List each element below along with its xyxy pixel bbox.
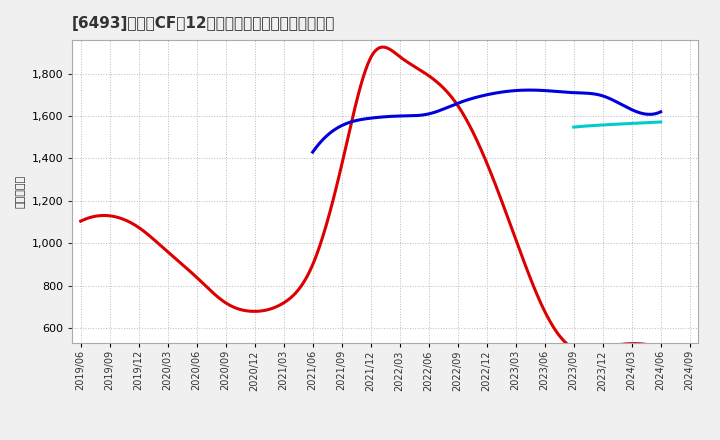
Text: [6493]　投賄CFだ12か月移動合計の標準偏差の推移: [6493] 投賄CFだ12か月移動合計の標準偏差の推移 xyxy=(72,16,336,32)
Y-axis label: （百万円）: （百万円） xyxy=(16,175,26,208)
